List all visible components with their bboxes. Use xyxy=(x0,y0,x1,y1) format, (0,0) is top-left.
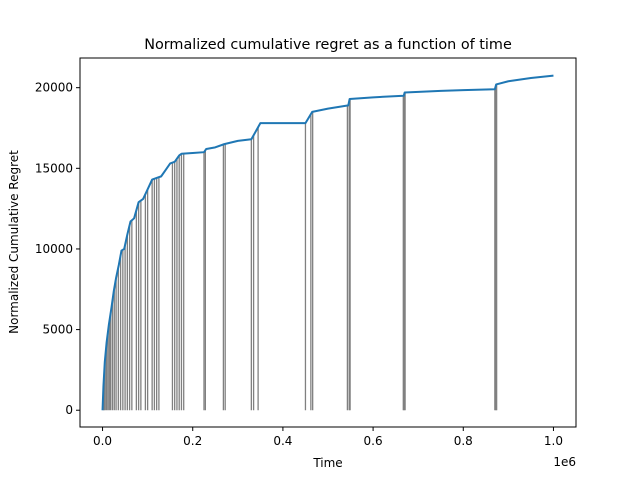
y-axis-ticks: 0 5000 10000 15000 20000 xyxy=(35,81,80,417)
regret-series-line xyxy=(101,74,554,411)
y-tick-label: 15000 xyxy=(35,161,73,175)
x-tick-label: 0.6 xyxy=(364,434,383,448)
y-axis-label: Normalized Cumulative Regret xyxy=(7,150,21,334)
x-tick-label: 0.0 xyxy=(93,434,112,448)
series-layer xyxy=(101,74,554,411)
x-axis-ticks: 0.0 0.2 0.4 0.6 0.8 1.0 xyxy=(93,427,563,448)
y-tick-label: 20000 xyxy=(35,81,73,95)
y-tick-label: 5000 xyxy=(42,323,73,337)
x-axis-label: Time xyxy=(312,456,342,470)
x-tick-label: 0.2 xyxy=(183,434,202,448)
y-tick-label: 10000 xyxy=(35,242,73,256)
x-tick-label: 0.4 xyxy=(273,434,292,448)
restart-lines xyxy=(102,84,498,411)
plot-area-frame xyxy=(79,57,577,428)
x-axis-offset-label: 1e6 xyxy=(553,455,576,469)
x-tick-label: 1.0 xyxy=(544,434,563,448)
y-tick-label: 0 xyxy=(65,403,73,417)
x-tick-label: 0.8 xyxy=(454,434,473,448)
chart-title: Normalized cumulative regret as a functi… xyxy=(144,37,512,53)
